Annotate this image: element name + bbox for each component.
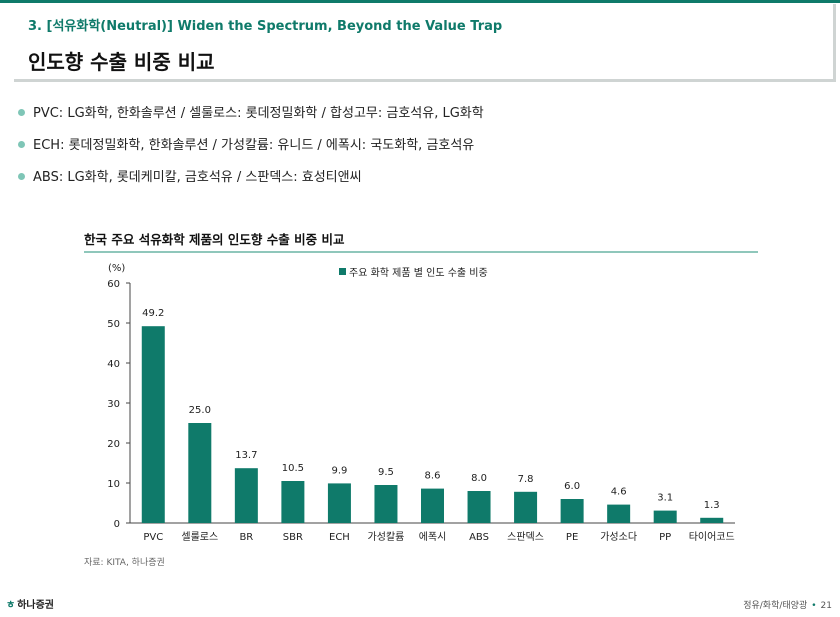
chart-title: 한국 주요 석유화학 제품의 인도향 수출 비중 비교 xyxy=(84,232,345,247)
bullet-item: ABS: LG화학, 롯데케미칼, 금호석유 / 스판덱스: 효성티앤씨 xyxy=(14,168,484,200)
y-tick-label: 30 xyxy=(107,399,120,410)
x-category-label: 스판덱스 xyxy=(507,531,544,543)
y-tick-label: 10 xyxy=(107,479,120,490)
x-category-label: ECH xyxy=(329,532,350,543)
bar-value-label: 13.7 xyxy=(235,450,257,461)
bar xyxy=(141,326,165,523)
bar xyxy=(281,481,305,523)
x-category-label: 가성소다 xyxy=(600,531,637,543)
x-category-label: PP xyxy=(659,532,671,543)
bar-value-label: 4.6 xyxy=(611,487,627,498)
x-category-label: 타이어코드 xyxy=(689,531,735,543)
top-accent-rule xyxy=(0,0,840,3)
header-panel xyxy=(14,4,836,82)
bar xyxy=(467,491,491,523)
bar xyxy=(514,491,538,523)
logo-text: 하나증권 xyxy=(17,600,55,611)
bullet-list: PVC: LG화학, 한화솔루션 / 셀룰로스: 롯데정밀화학 / 합성고무: … xyxy=(14,104,484,200)
bar-value-label: 7.8 xyxy=(518,474,534,485)
bullet-dot-icon xyxy=(18,109,25,116)
page-title: 인도향 수출 비중 비교 xyxy=(28,50,215,74)
company-logo: ㅎ 하나증권 xyxy=(6,596,54,611)
footer-category: 정유/화학/태양광 xyxy=(743,601,808,611)
bar-value-label: 8.0 xyxy=(471,473,487,484)
bar-value-label: 3.1 xyxy=(657,493,673,504)
bar xyxy=(700,517,724,523)
footer-separator-icon: • xyxy=(811,601,817,611)
y-tick-label: 20 xyxy=(107,439,120,450)
bar-value-label: 10.5 xyxy=(282,463,304,474)
bullet-item: PVC: LG화학, 한화솔루션 / 셀룰로스: 롯데정밀화학 / 합성고무: … xyxy=(14,104,484,136)
bar xyxy=(374,485,398,523)
x-category-label: 가성칼륨 xyxy=(368,530,405,543)
x-category-label: SBR xyxy=(283,532,303,543)
source-note: 자료: KITA, 하나증권 xyxy=(84,558,165,568)
bullet-dot-icon xyxy=(18,141,25,148)
bar-value-label: 1.3 xyxy=(704,500,720,511)
section-text: [석유화학(Neutral)] Widen the Spectrum, Beyo… xyxy=(46,19,503,34)
bar-value-label: 49.2 xyxy=(142,308,164,319)
bar xyxy=(560,499,584,523)
x-category-label: PE xyxy=(566,532,578,543)
x-category-label: 에폭시 xyxy=(419,531,447,543)
bar xyxy=(421,488,444,523)
y-tick-label: 40 xyxy=(107,359,120,370)
y-tick-label: 60 xyxy=(107,279,120,290)
section-heading: 3. [석유화학(Neutral)] Widen the Spectrum, B… xyxy=(28,15,502,34)
page-number: 21 xyxy=(820,601,832,611)
bar-value-label: 9.5 xyxy=(378,467,394,478)
chart-title-underline xyxy=(84,251,758,253)
bullet-text: ECH: 롯데정밀화학, 한화솔루션 / 가성칼륨: 유니드 / 에폭시: 국도… xyxy=(33,138,475,153)
x-category-label: BR xyxy=(239,532,253,543)
bar xyxy=(327,483,351,523)
bullet-text: ABS: LG화학, 롯데케미칼, 금호석유 / 스판덱스: 효성티앤씨 xyxy=(33,170,362,185)
bar xyxy=(607,504,631,523)
bar-value-label: 6.0 xyxy=(564,481,580,492)
legend-swatch xyxy=(339,268,346,275)
legend-label: 주요 화학 제품 별 인도 수출 비중 xyxy=(349,267,488,279)
bullet-text: PVC: LG화학, 한화솔루션 / 셀룰로스: 롯데정밀화학 / 합성고무: … xyxy=(33,106,484,121)
bar xyxy=(188,423,212,523)
x-category-label: PVC xyxy=(143,532,163,543)
bullet-item: ECH: 롯데정밀화학, 한화솔루션 / 가성칼륨: 유니드 / 에폭시: 국도… xyxy=(14,136,484,168)
x-category-label: 셀룰로스 xyxy=(181,531,218,543)
y-tick-label: 0 xyxy=(114,519,120,530)
x-category-label: ABS xyxy=(469,532,489,543)
bullet-dot-icon xyxy=(18,173,25,180)
y-axis-unit-label: (%) xyxy=(108,263,125,274)
bar-value-label: 25.0 xyxy=(189,405,211,416)
bar xyxy=(653,510,677,523)
y-tick-label: 50 xyxy=(107,319,120,330)
bar-value-label: 9.9 xyxy=(331,465,347,476)
bar xyxy=(234,468,258,523)
hana-logo-icon: ㅎ xyxy=(6,600,16,611)
footer-info: 정유/화학/태양광 • 21 xyxy=(743,598,832,611)
bar-value-label: 8.6 xyxy=(425,471,441,482)
section-number: 3. xyxy=(28,19,42,34)
